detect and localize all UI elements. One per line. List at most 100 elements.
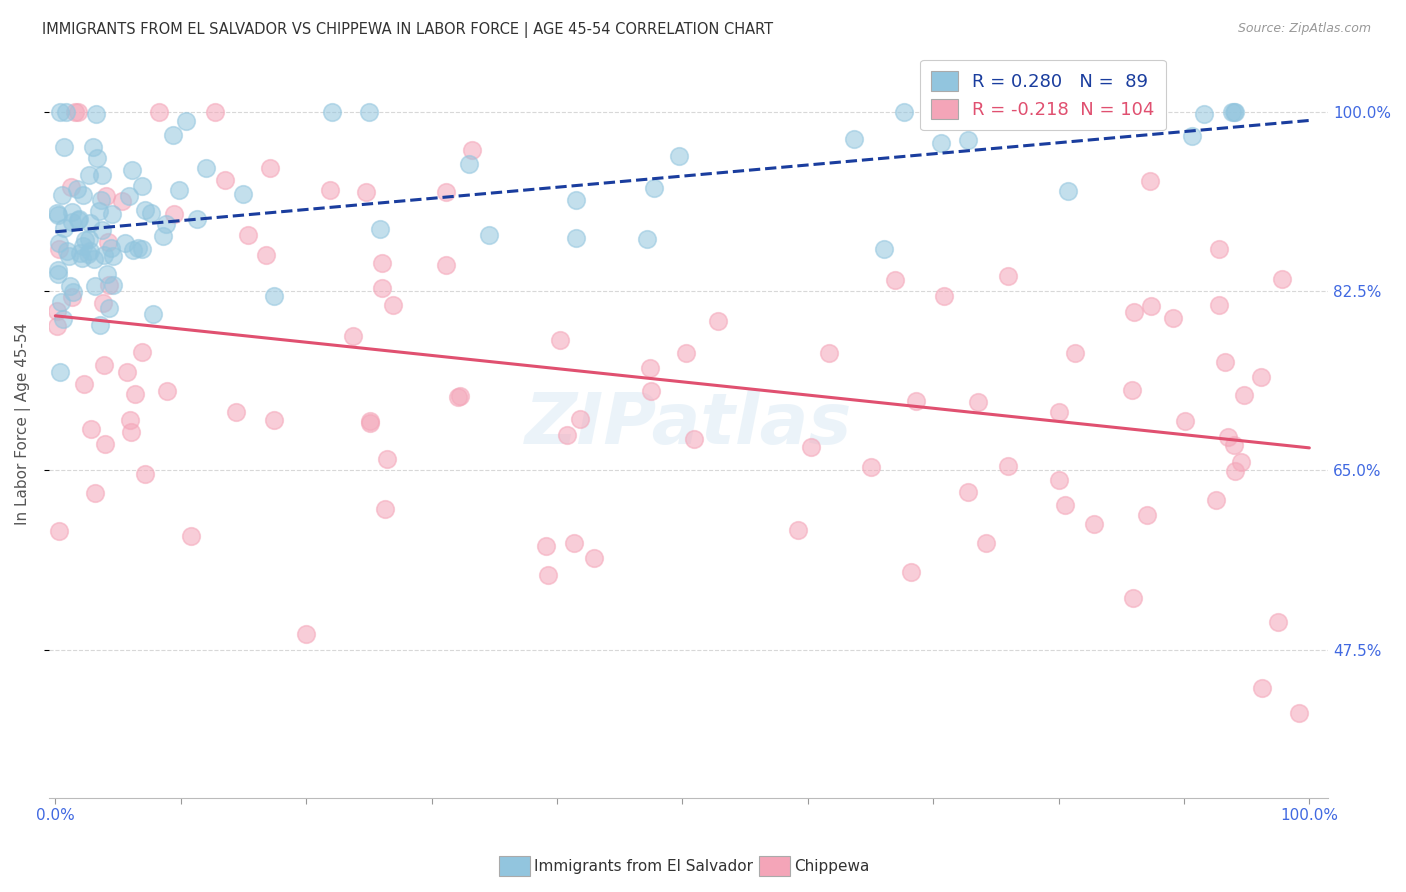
Point [134, 203, 156, 218]
Point [818, 346, 841, 360]
Point [1121, 383, 1143, 397]
Point [89, 318, 111, 332]
Point [707, 314, 730, 328]
Point [142, 307, 165, 321]
Point [80, 422, 103, 436]
Point [1139, 174, 1161, 188]
Point [55, 105, 77, 120]
Point [180, 529, 202, 543]
Point [120, 425, 142, 439]
Point [46, 208, 69, 222]
Point [1271, 272, 1294, 286]
Point [48, 365, 70, 379]
Point [52, 311, 75, 326]
Point [562, 536, 585, 550]
Point [1230, 455, 1253, 469]
Point [60, 215, 83, 229]
Point [79, 244, 101, 258]
Point [842, 132, 865, 146]
Point [1225, 464, 1247, 478]
Point [214, 173, 236, 187]
Point [195, 161, 218, 176]
Point [640, 384, 662, 398]
Point [259, 161, 281, 175]
Point [1174, 413, 1197, 427]
Point [1053, 499, 1076, 513]
Point [537, 568, 560, 582]
Point [1047, 405, 1070, 419]
Point [458, 157, 481, 171]
Point [83, 252, 105, 266]
Point [564, 193, 586, 207]
Point [155, 384, 177, 399]
Point [1215, 355, 1237, 369]
Point [103, 249, 125, 263]
Point [904, 394, 927, 409]
Point [582, 551, 605, 566]
Point [167, 182, 190, 196]
Point [163, 207, 186, 221]
Point [162, 128, 184, 142]
Point [263, 288, 285, 302]
Point [371, 281, 394, 295]
Point [254, 248, 277, 262]
Point [342, 329, 364, 343]
Point [103, 278, 125, 293]
Point [238, 228, 260, 243]
Point [82, 139, 104, 153]
Point [569, 411, 592, 425]
Point [56, 244, 79, 259]
Point [121, 163, 143, 178]
Text: IMMIGRANTS FROM EL SALVADOR VS CHIPPEWA IN LABOR FORCE | AGE 45-54 CORRELATION C: IMMIGRANTS FROM EL SALVADOR VS CHIPPEWA … [42, 22, 773, 38]
Point [118, 188, 141, 202]
Point [53, 221, 76, 235]
Point [354, 186, 377, 200]
Point [48, 524, 70, 538]
Point [1122, 305, 1144, 319]
Point [94, 189, 117, 203]
Point [186, 211, 208, 226]
Point [375, 451, 398, 466]
Point [359, 416, 381, 430]
Text: Chippewa: Chippewa [794, 859, 870, 873]
Point [134, 467, 156, 482]
Text: ZIPatlas: ZIPatlas [524, 390, 852, 458]
Point [1232, 388, 1254, 402]
Point [152, 228, 174, 243]
Point [638, 361, 661, 376]
Point [1140, 299, 1163, 313]
Point [67, 212, 90, 227]
Point [51, 187, 73, 202]
Point [643, 181, 665, 195]
Point [225, 405, 247, 419]
Point [70, 251, 93, 265]
Point [101, 207, 124, 221]
Point [478, 227, 501, 242]
Point [46, 304, 69, 318]
Point [967, 394, 990, 409]
Point [79, 216, 101, 230]
Point [48, 263, 70, 277]
Point [118, 413, 141, 427]
Point [1208, 298, 1230, 312]
Point [1012, 105, 1035, 120]
Point [84, 106, 107, 120]
Point [1161, 310, 1184, 325]
Point [447, 390, 470, 404]
Point [321, 105, 343, 120]
Text: Source: ZipAtlas.com: Source: ZipAtlas.com [1237, 22, 1371, 36]
Point [1288, 706, 1310, 720]
Point [72, 188, 94, 202]
Point [1181, 128, 1204, 143]
Point [565, 231, 588, 245]
Point [893, 105, 915, 120]
Point [1047, 473, 1070, 487]
Point [66, 182, 89, 196]
Point [636, 232, 658, 246]
Point [1223, 438, 1246, 452]
Point [91, 168, 114, 182]
Legend: R = 0.280   N =  89, R = -0.218  N = 104: R = 0.280 N = 89, R = -0.218 N = 104 [920, 60, 1166, 130]
Point [873, 242, 896, 256]
Point [1083, 517, 1105, 532]
Point [48, 242, 70, 256]
